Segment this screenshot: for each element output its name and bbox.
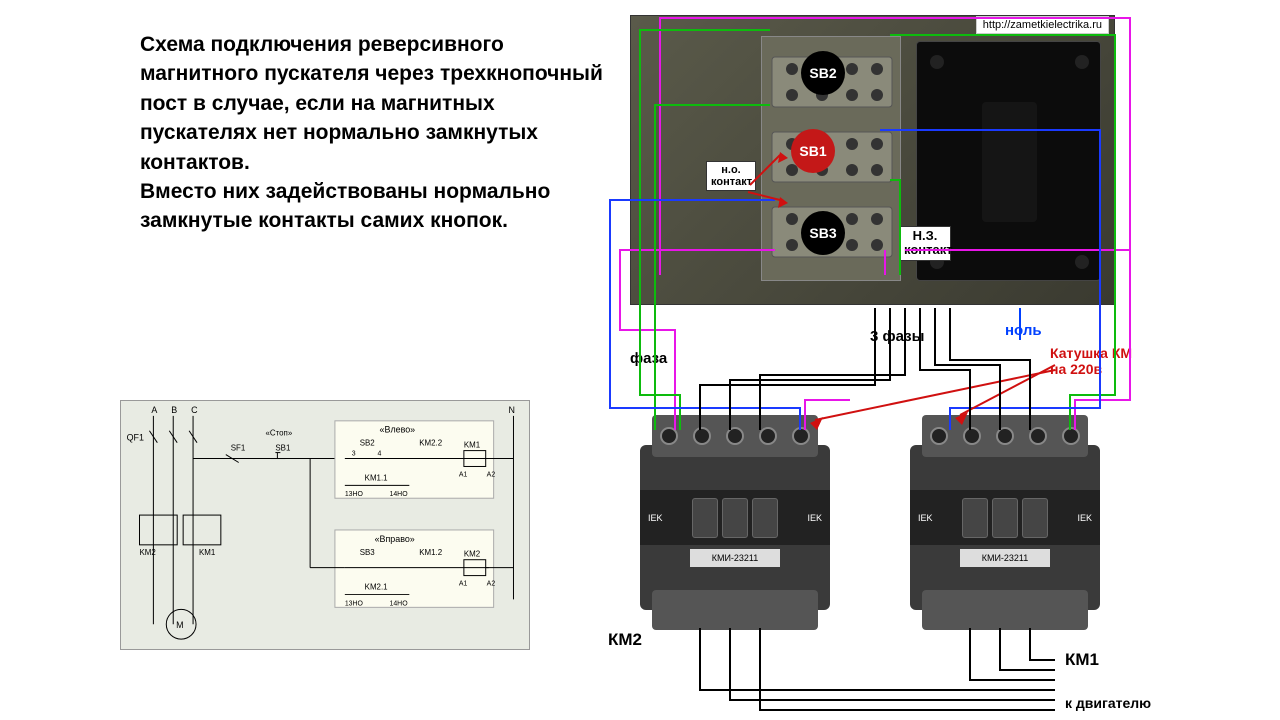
km22-label: KM2.2 — [419, 439, 442, 448]
t4-1: 4 — [378, 451, 382, 458]
description-text: Схема подключения реверсивного магнитног… — [140, 30, 610, 236]
neutral-n: N — [509, 405, 515, 415]
three-phase-label: 3 фазы — [870, 328, 924, 345]
km2-label: KM2 — [139, 548, 155, 557]
sb2-label: SB2 — [360, 439, 375, 448]
sb2-button: SB2 — [801, 51, 845, 95]
sb3-button: SB3 — [801, 211, 845, 255]
model-label2: КМИ-23211 — [960, 549, 1050, 567]
t13-1: 13НО — [345, 491, 364, 498]
t3-1: 3 — [352, 451, 356, 458]
a1-label: A1 — [459, 471, 468, 478]
button-post-photo: http://zametkielectrika.ru SB2 SB1 SB3 н… — [630, 15, 1115, 305]
brand-left: IEK — [648, 513, 663, 523]
motor-label: M — [176, 620, 183, 630]
km21-label: KM2.1 — [365, 582, 388, 591]
right-label: «Вправо» — [375, 534, 415, 544]
source-url: http://zametkielectrika.ru — [976, 16, 1109, 34]
km12-label: KM1.2 — [419, 548, 442, 557]
sb1-label: SB1 — [275, 444, 291, 453]
a1-label2: A1 — [459, 581, 468, 588]
a2-label: A2 — [487, 471, 496, 478]
t14-2: 14НО — [389, 600, 408, 607]
stop-label: «Стоп» — [265, 429, 292, 438]
phase-b: B — [171, 405, 177, 415]
km1-label: KM1 — [199, 548, 216, 557]
km1-coil: KM1 — [464, 441, 481, 450]
coil-label: Катушка КМ на 220в — [1050, 345, 1132, 377]
brand-right2: IEK — [1077, 513, 1092, 523]
left-label: «Влево» — [380, 425, 416, 435]
brand-right: IEK — [807, 513, 822, 523]
t13-2: 13НО — [345, 600, 364, 607]
sf1-label: SF1 — [231, 444, 246, 453]
schematic-diagram: A B C N QF1 KM2 KM1 M SF1 « — [120, 400, 530, 650]
qf1-label: QF1 — [127, 433, 144, 443]
no-contact-tag: н.о. контакт — [706, 161, 756, 191]
contactor-km1: IEK IEK КМИ-23211 — [910, 415, 1100, 630]
phase-a: A — [151, 405, 157, 415]
phase-label: фаза — [630, 350, 667, 367]
contactor-km2: IEK IEK КМИ-23211 — [640, 415, 830, 630]
sb1-button: SB1 — [791, 129, 835, 173]
model-label: КМИ-23211 — [690, 549, 780, 567]
t14-1: 14НО — [389, 491, 408, 498]
km2-coil: KM2 — [464, 550, 480, 559]
nc-contact-tag: Н.З. контакт — [899, 226, 951, 261]
neutral-label: ноль — [1005, 322, 1042, 339]
a2-label2: A2 — [487, 581, 496, 588]
phase-c: C — [191, 405, 198, 415]
to-motor-label: к двигателю — [1065, 695, 1151, 711]
brand-left2: IEK — [918, 513, 933, 523]
km2-text: КМ2 — [608, 630, 642, 650]
sb3-label: SB3 — [360, 548, 376, 557]
km1-text: КМ1 — [1065, 650, 1099, 670]
km11-label: KM1.1 — [365, 473, 388, 482]
